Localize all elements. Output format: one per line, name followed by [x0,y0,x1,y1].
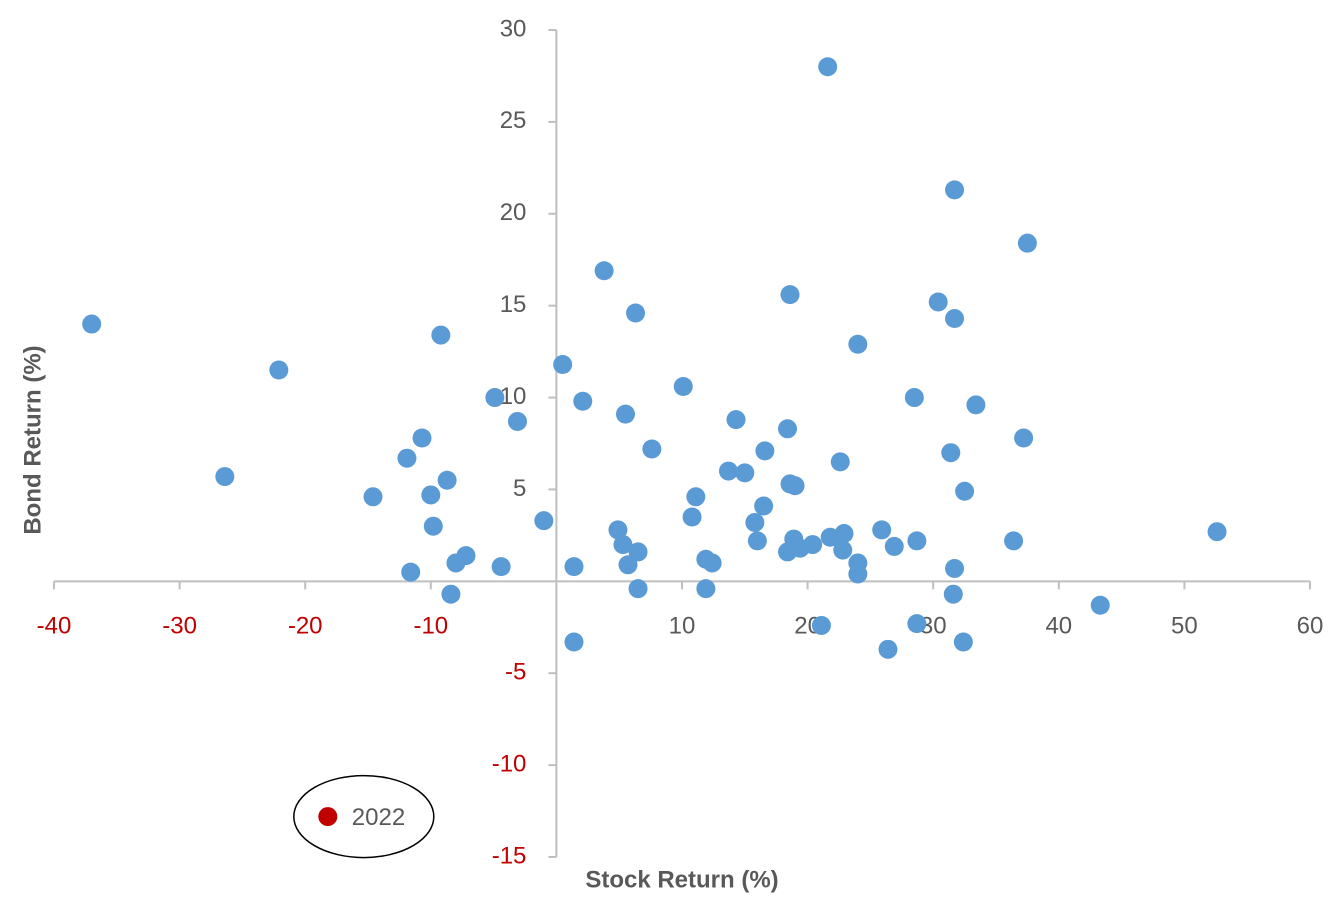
point [628,579,648,599]
point [941,443,961,463]
point [82,314,102,334]
point [878,639,898,659]
point [437,470,457,490]
point [848,334,868,354]
point [811,615,831,635]
point [735,463,755,483]
point [702,553,722,573]
x-tick-label: -30 [162,613,197,640]
y-tick-label: 15 [500,291,527,318]
y-tick-label: -5 [505,659,526,686]
point [945,558,965,578]
x-tick-label: 60 [1297,613,1324,640]
point [397,448,417,468]
point [686,487,706,507]
point [421,485,441,505]
point [955,481,975,501]
point [1004,531,1024,551]
point [628,542,648,562]
point [626,303,646,323]
point [755,441,775,461]
point [818,57,838,77]
y-tick-label: -15 [492,842,527,869]
point [485,388,505,408]
point [726,410,746,430]
point [745,513,765,533]
point [907,614,927,634]
point [423,516,443,536]
point [943,584,963,604]
point [830,452,850,472]
point [401,562,421,582]
point [834,524,854,544]
y-axis-title: Bond Return (%) [19,345,46,534]
point [803,535,823,555]
point [718,461,738,481]
point [780,285,800,305]
point-label: 2022 [352,804,405,831]
point [431,325,451,345]
y-tick-label: 25 [500,107,527,134]
point [269,360,289,380]
x-axis-title: Stock Return (%) [585,866,778,893]
point [928,292,948,312]
x-tick-label: 10 [669,613,696,640]
point [564,557,584,577]
point [1207,522,1227,542]
y-tick-label: 20 [500,199,527,226]
point [945,180,965,200]
point [833,540,853,560]
point [966,395,986,415]
point [215,467,235,487]
point [1014,428,1034,448]
x-tick-label: -40 [37,613,72,640]
point [1017,233,1037,253]
x-tick-label: -10 [413,613,448,640]
point [613,535,633,555]
annotation-ellipse [293,774,435,859]
point [363,487,383,507]
point [754,496,774,516]
point [673,377,693,397]
x-tick-label: 50 [1171,613,1198,640]
point [907,531,927,551]
y-tick-label: 30 [500,15,527,42]
point [945,309,965,329]
y-tick-label: -10 [492,750,527,777]
point [642,439,662,459]
point [872,520,892,540]
point [507,411,527,431]
point [884,536,904,556]
point [441,584,461,604]
point [615,404,635,424]
point [412,428,432,448]
point [904,388,924,408]
point [618,555,638,575]
point [953,632,973,652]
point [534,511,554,531]
point [446,553,466,573]
y-tick-label: 5 [513,475,526,502]
point [491,557,511,577]
point [747,531,767,551]
point [682,507,702,527]
x-tick-label: 40 [1045,613,1072,640]
point [318,807,338,827]
x-tick-label: -20 [288,613,323,640]
point [1090,595,1110,615]
point [608,520,628,540]
point [778,419,798,439]
point [564,632,584,652]
point [594,261,614,281]
point [553,354,573,374]
point [848,564,868,584]
point [573,391,593,411]
point [785,476,805,496]
point [696,579,716,599]
